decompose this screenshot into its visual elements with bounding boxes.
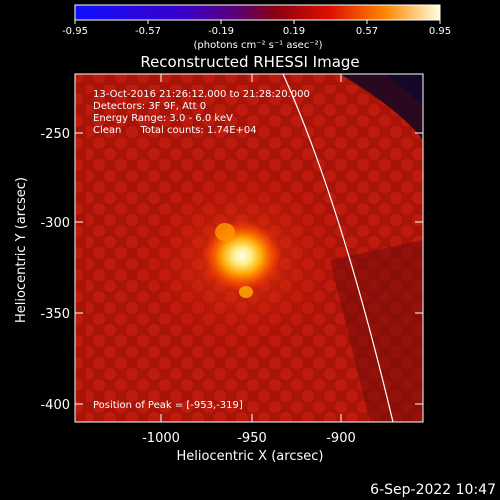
info-annotation: 13-Oct-2016 21:26:12.000 to 21:28:20.000… [93, 89, 310, 136]
colorbar-tick-label: -0.19 [208, 26, 234, 37]
colorbar-tick-label: -0.57 [135, 26, 161, 37]
colorbar-tick-label: 0.95 [429, 26, 451, 37]
peak-position-text: Position of Peak = [-953,-319] [93, 400, 243, 411]
x-tick-label: -950 [237, 431, 267, 446]
colorbar-tick-label: 0.19 [283, 26, 305, 37]
colorbar-tick-label: -0.95 [62, 26, 88, 37]
footer-date: 6-Sep-2022 10:47 [370, 482, 496, 498]
x-tick-label: -900 [326, 431, 356, 446]
colorbar: -0.95 -0.57 -0.19 0.19 0.57 0.95 (photon… [62, 4, 451, 51]
x-axis-label: Heliocentric X (arcsec) [177, 449, 324, 464]
y-tick-label: -400 [40, 398, 70, 413]
energy-range-text: Energy Range: 3.0 - 6.0 keV [93, 113, 233, 124]
clean-counts-text: Clean Total counts: 1.74E+04 [93, 125, 257, 136]
y-tick-label: -300 [40, 216, 70, 231]
plot-frame [74, 73, 424, 423]
colorbar-tick-label: 0.57 [356, 26, 378, 37]
time-range-text: 13-Oct-2016 21:26:12.000 to 21:28:20.000 [93, 89, 310, 100]
rhessi-image [75, 74, 423, 422]
colorbar-unit-label: (photons cm⁻² s⁻¹ asec⁻²) [193, 40, 322, 51]
plot-title: Reconstructed RHESSI Image [140, 53, 359, 71]
x-tick-label: -1000 [142, 431, 180, 446]
y-axis-label: Heliocentric Y (arcsec) [14, 177, 29, 323]
y-tick-label: -350 [40, 307, 70, 322]
y-tick-label: -250 [40, 127, 70, 142]
detectors-text: Detectors: 3F 9F, Att 0 [93, 101, 206, 112]
flare-source [202, 220, 282, 292]
axis-ticks [75, 74, 423, 422]
solar-limb-line [282, 74, 394, 422]
